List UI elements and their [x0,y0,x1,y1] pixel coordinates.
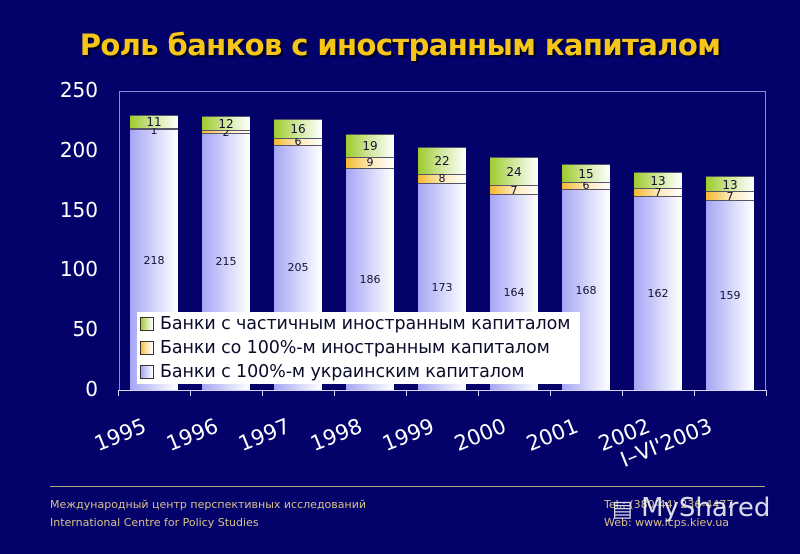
segment-full-foreign: 1 [130,125,178,137]
value-label: 168 [575,283,597,297]
value-label: 218 [143,253,165,267]
y-tick-label: 100 [59,257,98,282]
legend-item-full-foreign: Банки со 100%-м иностранным капиталом [137,336,580,360]
x-tick-label: 2000 [451,413,510,456]
footer-tel: Tel.: (380-44) 236-4477 [604,498,734,511]
value-label: 7 [726,189,734,203]
segment-full-foreign: 8 [418,172,466,186]
legend-swatch-full-foreign [140,341,154,355]
segment-full-foreign: 2 [202,127,250,139]
segment-full-foreign: 7 [634,186,682,200]
value-label: 12 [218,117,234,132]
segment-full-foreign: 9 [346,156,394,170]
segment-partial: 24 [490,156,538,186]
segment-full-foreign: 6 [274,135,322,149]
segment-partial: 15 [562,163,610,182]
value-label: 24 [506,165,522,180]
footer-divider [50,486,765,487]
x-tick-mark [622,390,623,396]
value-label: 159 [719,288,741,302]
segment-partial: 11 [130,114,178,130]
value-label: 205 [287,261,309,275]
segment-partial: 22 [418,147,466,174]
value-label: 2 [222,126,230,140]
x-tick-mark [118,390,119,396]
value-label: 162 [647,287,669,301]
watermark: ▤ MyShared [612,493,770,523]
x-tick-label: 1996 [163,413,222,456]
value-label: 7 [654,186,662,200]
y-tick-label: 250 [59,78,98,102]
x-tick-label: 1998 [307,413,366,456]
value-label: 215 [215,255,237,269]
footer-web: Web: www.icps.kiev.ua [604,516,730,529]
footer-org-en: International Centre for Policy Studies [50,516,259,529]
legend-label: Банки со 100%-м иностранным капиталом [160,338,550,358]
x-tick-mark [478,390,479,396]
legend-label: Банки с частичным иностранным капиталом [160,314,571,334]
y-tick-label: 50 [72,317,98,342]
segment-full-foreign: 7 [490,184,538,196]
value-label: 6 [582,179,590,193]
x-tick-label: 2001 [523,413,582,456]
x-tick-label: 1995 [91,413,150,456]
x-tick-mark [406,390,407,396]
y-tick-label: 150 [59,197,98,222]
legend-item-partial: Банки с частичным иностранным капиталом [137,312,580,336]
value-label: 6 [294,135,302,149]
value-label: 8 [438,172,446,186]
legend-swatch-partial [140,317,154,331]
value-label: 164 [503,285,525,299]
value-label: 173 [431,280,453,294]
value-label: 9 [366,156,374,170]
segment-full-foreign: 6 [562,179,610,193]
x-tick-mark [190,390,191,396]
segment-partial: 16 [274,118,322,138]
value-label: 13 [650,174,666,189]
segment-partial: 13 [634,172,682,188]
x-tick-label: 1999 [379,413,438,456]
legend-item-ukrainian: Банки с 100%-м украинским капиталом [137,360,580,384]
x-axis-line [119,390,767,391]
segment-ukrainian: 162 [634,196,682,390]
value-label: 1 [150,124,158,138]
segment-ukrainian: 159 [706,199,754,390]
segment-full-foreign: 7 [706,190,754,202]
x-tick-mark [550,390,551,396]
x-tick-mark [766,390,767,396]
y-tick-label: 200 [59,137,98,162]
segment-partial: 12 [202,116,250,132]
presentation-icon: ▤ [612,497,633,522]
x-tick-label: 1997 [235,413,294,456]
legend-swatch-ukrainian [140,365,154,379]
legend-label: Банки с 100%-м украинским капиталом [160,362,525,382]
value-label: 11 [146,115,162,130]
footer-org-ru: Международный центр перспективных исслед… [50,498,366,511]
segment-partial: 13 [706,175,754,192]
y-tick-label: 0 [85,377,98,401]
watermark-text: MyShared [641,493,771,523]
value-label: 186 [359,272,381,286]
x-tick-mark [694,390,695,396]
x-tick-mark [334,390,335,396]
x-tick-mark [262,390,263,396]
value-label: 7 [510,183,518,197]
value-label: 19 [362,139,378,154]
value-label: 16 [290,122,306,137]
plot-area [119,91,766,390]
slide-title: Роль банков с иностранным капиталом [79,28,721,62]
value-label: 22 [434,154,450,169]
segment-partial: 19 [346,134,394,157]
value-label: 15 [578,166,594,181]
legend: Банки с частичным иностранным капиталом … [137,312,580,384]
value-label: 13 [722,177,738,192]
